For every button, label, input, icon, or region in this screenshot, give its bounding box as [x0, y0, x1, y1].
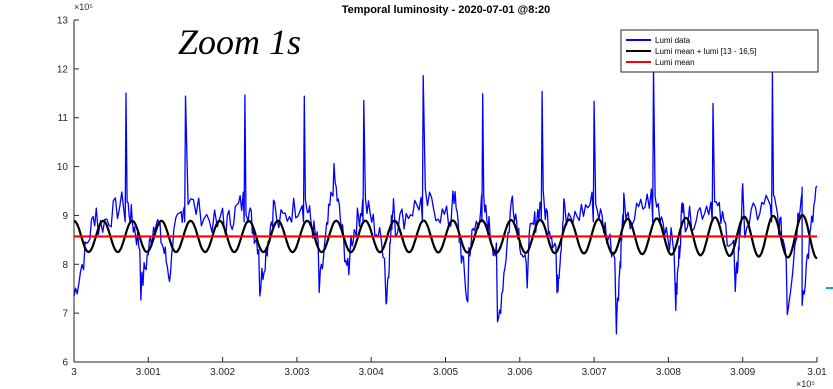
x-tick-label: 3: [71, 367, 77, 378]
y-tick-label: 11: [58, 113, 69, 124]
x-tick-label: 3.006: [507, 367, 532, 378]
legend: Lumi data Lumi mean + lumi [13 - 16,5] L…: [620, 29, 819, 73]
chart-title: Temporal luminosity - 2020-07-01 @8:20: [342, 4, 551, 16]
legend-box: [620, 29, 819, 73]
x-tick-label: 3.009: [730, 367, 755, 378]
legend-label-lumi-mean-plus: Lumi mean + lumi [13 - 16,5]: [655, 47, 757, 56]
y-tick-label: 10: [57, 162, 69, 173]
zoom-annotation: Zoom 1s: [178, 22, 301, 62]
y-tick-label: 13: [57, 16, 69, 27]
series-layer: [73, 66, 818, 335]
x-tick-label: 3.003: [284, 367, 309, 378]
y-ticks: 6 7 8 9 10 11 12 13: [57, 16, 79, 369]
y-tick-label: 9: [62, 211, 68, 222]
x-exponent-label: ×10⁵: [796, 379, 815, 389]
x-tick-label: 3.001: [136, 367, 161, 378]
x-tick-label: 3.002: [210, 367, 235, 378]
legend-label-lumi-data: Lumi data: [655, 36, 691, 45]
x-tick-label: 3.01: [807, 367, 827, 378]
x-tick-label: 3.007: [582, 367, 607, 378]
x-tick-label: 3.005: [433, 367, 458, 378]
x-ticks: 3 3.001 3.002 3.003 3.004 3.005 3.006 3.007 3.00…: [71, 357, 827, 378]
y-tick-label: 12: [57, 64, 69, 75]
x-tick-label: 3.008: [656, 367, 681, 378]
y-tick-label: 6: [62, 358, 68, 369]
y-exponent-label: ×10⁵: [74, 2, 93, 12]
y-tick-label: 8: [62, 260, 68, 271]
legend-label-lumi-mean: Lumi mean: [655, 58, 695, 67]
x-tick-label: 3.004: [359, 367, 384, 378]
series-line-lumi-data: [73, 66, 818, 335]
y-tick-label: 7: [62, 309, 68, 320]
